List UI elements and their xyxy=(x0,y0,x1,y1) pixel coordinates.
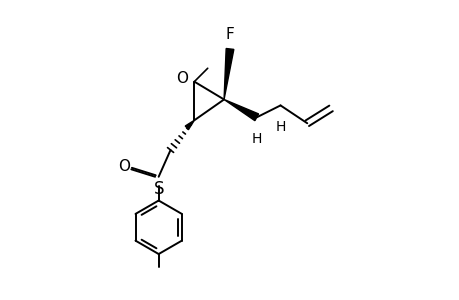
Text: O: O xyxy=(118,159,130,174)
Text: F: F xyxy=(225,26,234,41)
Text: S: S xyxy=(154,180,164,198)
Polygon shape xyxy=(224,49,233,100)
Polygon shape xyxy=(185,120,194,129)
Text: H: H xyxy=(251,132,261,146)
Text: O: O xyxy=(176,71,188,86)
Polygon shape xyxy=(224,100,258,121)
Text: H: H xyxy=(275,120,285,134)
